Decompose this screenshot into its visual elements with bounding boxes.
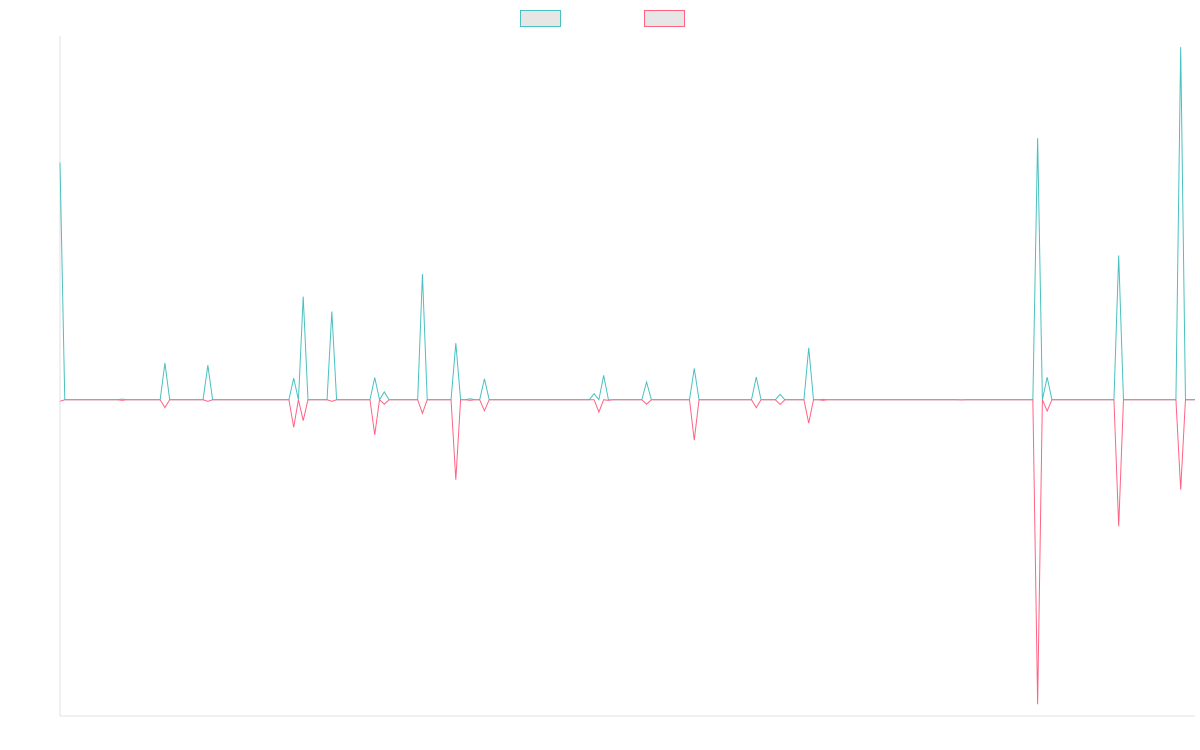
series-layer	[59, 47, 1195, 705]
series-line-0	[59, 47, 1195, 402]
legend-swatch-1	[644, 10, 685, 27]
series-line-1	[59, 398, 1195, 705]
legend-item-1[interactable]	[644, 10, 685, 27]
axes	[59, 36, 1195, 717]
legend-item-0[interactable]	[520, 10, 561, 27]
legend	[520, 10, 685, 27]
legend-swatch-0	[520, 10, 561, 27]
